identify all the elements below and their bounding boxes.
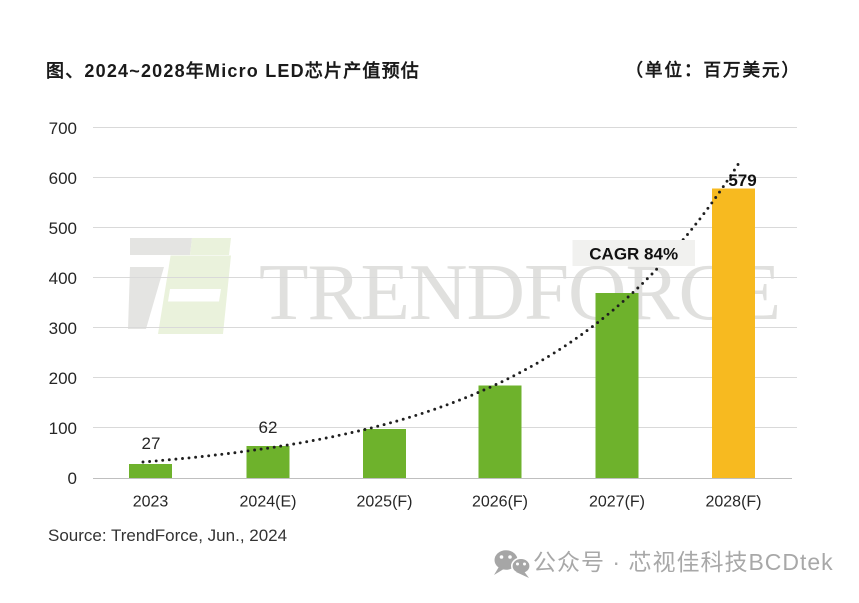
svg-text:62: 62 [259, 418, 278, 437]
svg-text:500: 500 [49, 219, 77, 238]
svg-text:2026(F): 2026(F) [472, 494, 528, 511]
svg-text:2025(F): 2025(F) [356, 494, 412, 511]
svg-text:公众号 · 芯视佳科技BCDtek: 公众号 · 芯视佳科技BCDtek [533, 549, 834, 575]
svg-text:Source: TrendForce, Jun., 2024: Source: TrendForce, Jun., 2024 [48, 526, 287, 545]
svg-text:CAGR 84%: CAGR 84% [589, 245, 678, 264]
svg-text:27: 27 [142, 434, 161, 453]
svg-text:100: 100 [49, 419, 77, 438]
svg-text:2023: 2023 [133, 494, 169, 511]
svg-text:200: 200 [49, 369, 77, 388]
svg-text:（单位：百万美元）: （单位：百万美元） [626, 60, 802, 80]
svg-text:700: 700 [49, 119, 77, 138]
svg-text:2028(F): 2028(F) [705, 494, 761, 511]
svg-text:图、2024~2028年Micro LED芯片产值预估: 图、2024~2028年Micro LED芯片产值预估 [46, 60, 420, 81]
svg-text:2027(F): 2027(F) [589, 494, 645, 511]
svg-text:0: 0 [68, 469, 77, 488]
svg-text:TRENDFORCE: TRENDFORCE [259, 247, 780, 337]
svg-text:400: 400 [49, 269, 77, 288]
svg-text:600: 600 [49, 169, 77, 188]
svg-text:579: 579 [728, 171, 756, 190]
svg-text:300: 300 [49, 319, 77, 338]
svg-text:2024(E): 2024(E) [240, 494, 297, 511]
